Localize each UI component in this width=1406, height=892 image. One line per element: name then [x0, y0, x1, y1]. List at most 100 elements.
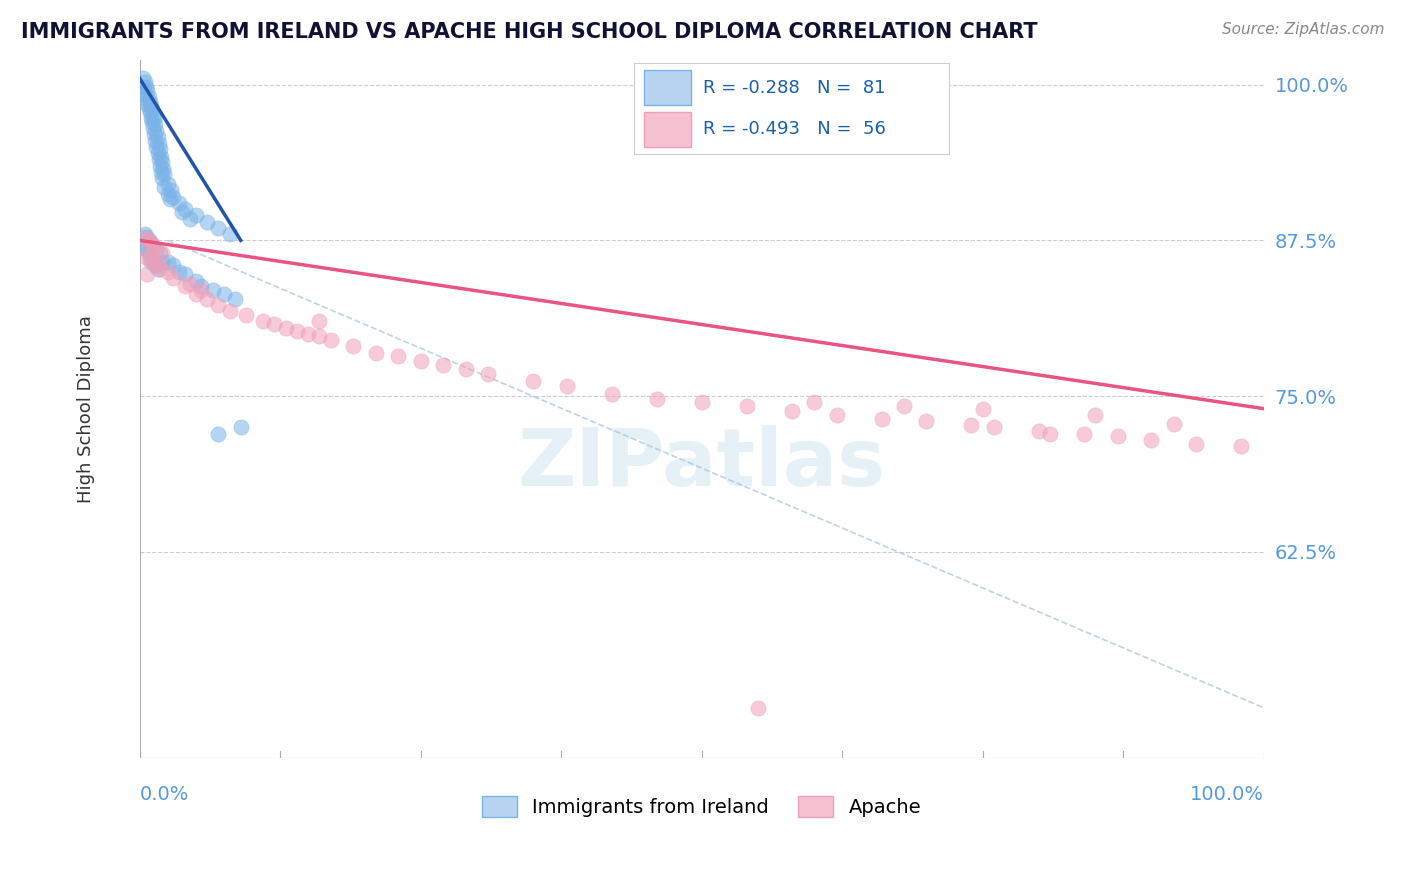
Point — [364, 345, 387, 359]
Point — [132, 80, 155, 95]
Point — [142, 109, 165, 123]
Point — [135, 242, 157, 256]
Point — [195, 214, 218, 228]
Point — [1163, 417, 1185, 431]
Point — [145, 242, 167, 256]
Point — [146, 262, 169, 277]
Point — [972, 401, 994, 416]
Point — [263, 317, 285, 331]
Point — [145, 140, 167, 154]
Point — [143, 117, 166, 131]
Point — [134, 227, 156, 241]
Point — [145, 242, 167, 256]
Point — [138, 245, 160, 260]
Point — [555, 379, 578, 393]
Text: 100.0%: 100.0% — [1189, 785, 1264, 804]
Point — [173, 267, 195, 281]
Point — [477, 367, 499, 381]
Point — [136, 97, 159, 112]
Point — [138, 233, 160, 247]
Point — [184, 275, 207, 289]
Point — [747, 700, 769, 714]
Point — [190, 283, 212, 297]
Point — [387, 349, 409, 363]
Point — [1107, 429, 1129, 443]
Point — [195, 292, 218, 306]
Point — [142, 121, 165, 136]
Point — [201, 283, 224, 297]
Point — [160, 184, 183, 198]
Point — [432, 358, 454, 372]
Point — [148, 137, 170, 152]
Point — [1230, 439, 1253, 453]
Point — [150, 245, 173, 260]
Point — [156, 187, 179, 202]
Point — [780, 404, 803, 418]
Point — [1039, 426, 1062, 441]
Point — [342, 339, 364, 353]
Point — [135, 229, 157, 244]
Point — [735, 399, 758, 413]
Point — [138, 252, 160, 266]
Point — [960, 417, 983, 432]
Point — [149, 150, 172, 164]
Point — [803, 395, 825, 409]
Point — [1028, 424, 1050, 438]
Point — [136, 267, 159, 281]
Point — [319, 333, 342, 347]
Point — [143, 258, 166, 272]
Text: 0.0%: 0.0% — [139, 785, 188, 804]
Point — [135, 80, 157, 95]
Point — [138, 90, 160, 104]
Point — [167, 196, 190, 211]
Point — [600, 386, 623, 401]
Point — [149, 245, 172, 260]
Point — [149, 262, 172, 277]
Point — [152, 162, 174, 177]
Point — [207, 220, 229, 235]
Point — [142, 239, 165, 253]
Point — [252, 314, 274, 328]
Point — [143, 128, 166, 142]
Point — [167, 264, 190, 278]
Point — [139, 235, 162, 250]
Point — [153, 167, 176, 181]
Point — [134, 87, 156, 102]
Point — [870, 411, 893, 425]
Point — [162, 190, 184, 204]
Point — [1140, 433, 1163, 447]
Point — [184, 287, 207, 301]
Point — [149, 159, 172, 173]
Point — [150, 154, 173, 169]
Point — [308, 314, 330, 328]
Point — [235, 308, 257, 322]
Point — [212, 287, 235, 301]
Text: Source: ZipAtlas.com: Source: ZipAtlas.com — [1222, 22, 1385, 37]
Point — [132, 71, 155, 86]
Point — [153, 179, 176, 194]
Point — [139, 111, 162, 125]
Point — [139, 235, 162, 250]
Point — [224, 292, 246, 306]
Point — [149, 142, 172, 156]
Point — [143, 254, 166, 268]
Point — [1185, 436, 1208, 450]
Point — [132, 239, 155, 253]
Point — [218, 304, 240, 318]
Point — [184, 208, 207, 222]
Point — [1073, 426, 1095, 441]
Point — [218, 227, 240, 241]
Point — [146, 146, 169, 161]
Point — [173, 279, 195, 293]
Point — [138, 101, 160, 115]
Point — [162, 270, 184, 285]
Point — [134, 231, 156, 245]
Point — [138, 233, 160, 247]
Point — [645, 392, 668, 406]
Point — [159, 192, 181, 206]
Point — [142, 239, 165, 253]
Point — [1084, 408, 1107, 422]
Point — [915, 414, 938, 428]
Point — [409, 354, 432, 368]
Text: IMMIGRANTS FROM IRELAND VS APACHE HIGH SCHOOL DIPLOMA CORRELATION CHART: IMMIGRANTS FROM IRELAND VS APACHE HIGH S… — [21, 22, 1038, 42]
